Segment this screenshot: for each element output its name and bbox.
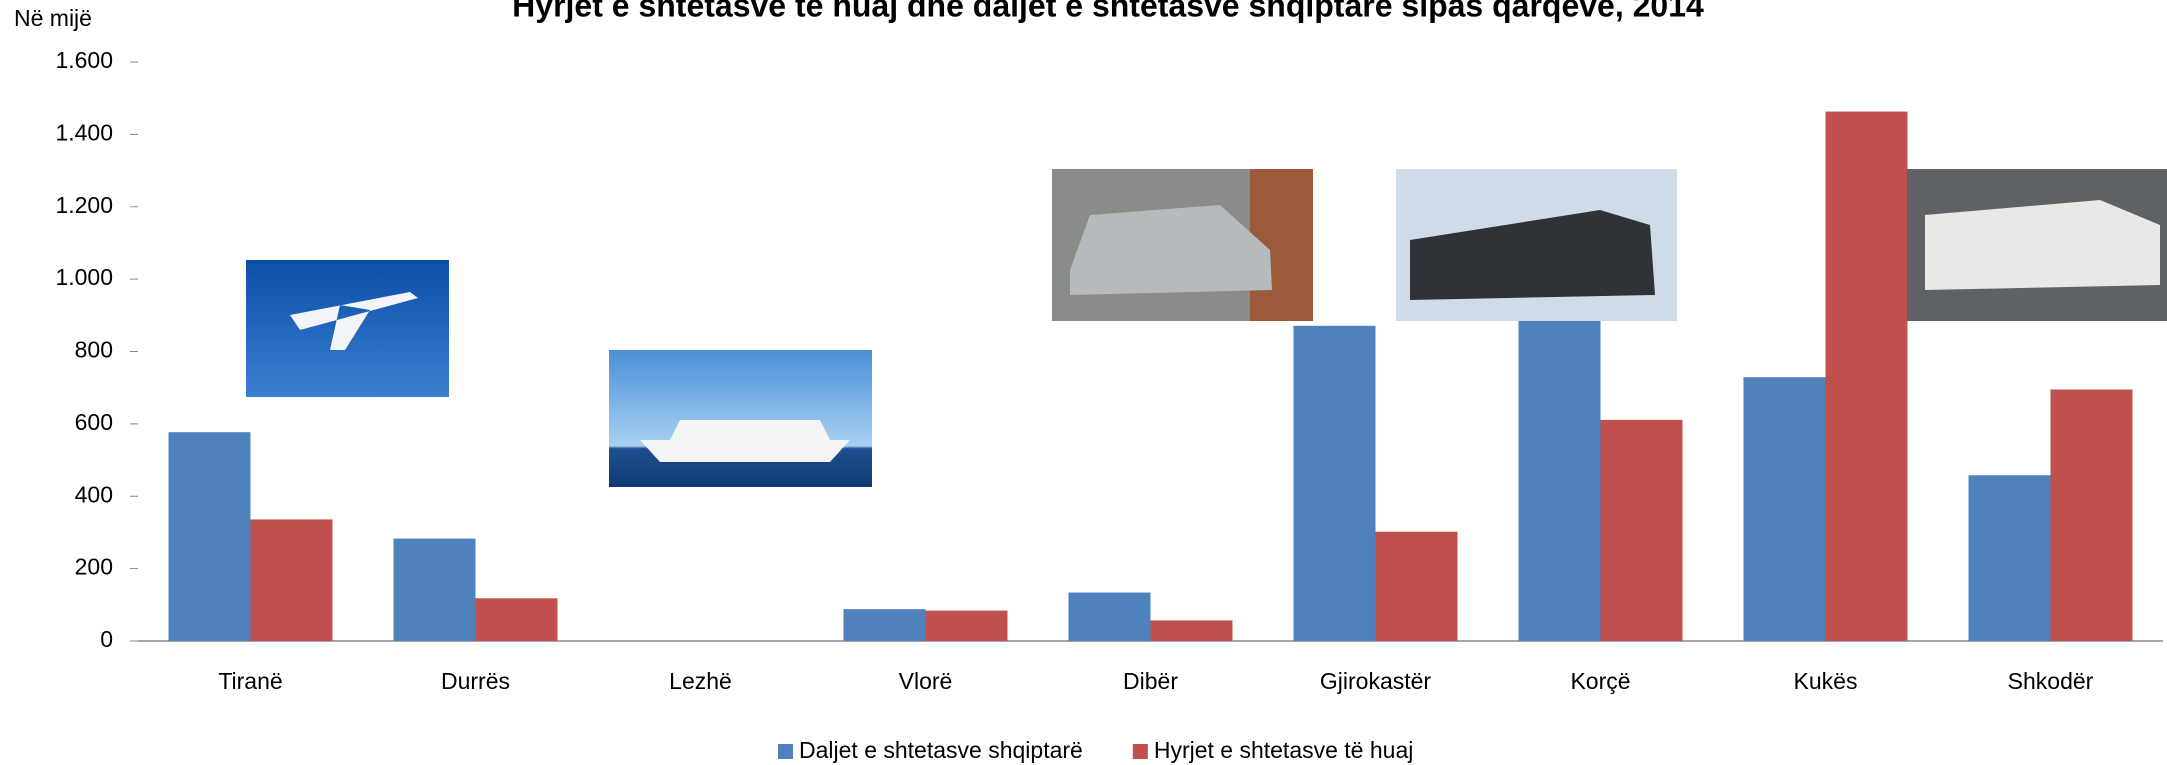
bar [2050,389,2133,641]
legend: Daljet e shtetasve shqiptarë Hyrjet e sht… [778,737,1413,763]
chart-title: Hyrjet e shtetasve të huaj dhe daljet e … [512,0,1704,23]
ship-icon [640,420,850,462]
x-tick-label: Dibër [1123,668,1178,694]
x-tick-label: Korçë [1570,668,1630,694]
x-tick-label: Durrës [441,668,510,694]
y-tick-label: 1.000 [55,264,113,290]
y-tick-label: 200 [75,554,113,580]
legend-swatch [778,744,793,759]
bus-icon [1410,210,1655,300]
rv-icon [1925,200,2160,290]
x-tick-label: Vlorë [899,668,953,694]
bar [1375,531,1458,641]
legend-label: Daljet e shtetasve shqiptarë [799,737,1083,763]
bar [1968,475,2051,641]
legend-swatch [1132,744,1148,759]
plane-icon [290,292,418,350]
y-tick-label: 1.400 [55,119,113,145]
plot: 0 200 400 600 800 1.000 1.200 1.400 1.600 Tiranë D… [55,47,2163,694]
bar [1825,111,1908,641]
y-axis-label: Në mijë [14,5,92,31]
x-tick-label: Lezhë [669,668,732,694]
y-tick-label: 400 [75,481,113,507]
y-tick-label: 0 [100,626,113,652]
y-tick-label: 600 [75,409,113,435]
bar [1150,620,1233,641]
bar [1600,419,1683,641]
bar [1293,325,1376,641]
photos [246,169,2167,487]
y-tick-label: 1.600 [55,47,113,73]
bar [1518,277,1601,641]
bar [925,610,1008,641]
x-tick-label: Tiranë [218,668,282,694]
ship-photo [609,350,872,487]
y-tick-label: 1.200 [55,192,113,218]
x-tick-label: Gjirokastër [1320,668,1432,694]
bar [1743,377,1826,641]
x-tick-label: Shkodër [2008,668,2094,694]
bar [843,609,926,641]
bar [393,538,476,641]
legend-label: Hyrjet e shtetasve të huaj [1154,737,1414,763]
car-icon [1070,205,1272,295]
bar [250,519,333,641]
x-tick-label: Kukës [1794,668,1858,694]
bar [475,598,558,641]
bar [1068,592,1151,641]
bar [168,432,251,641]
y-tick-label: 800 [75,337,113,363]
